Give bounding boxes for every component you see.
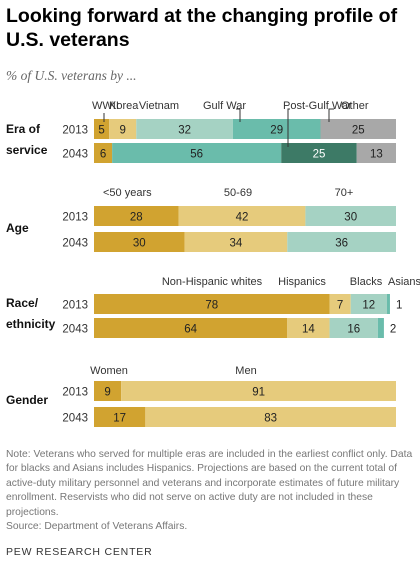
legend-label-50-years: <50 years	[103, 187, 152, 199]
group-label-era-of-service: service	[6, 143, 48, 157]
data-label-age-2043-50-years: 30	[133, 238, 146, 250]
data-label-era-of-service-2043-other: 13	[370, 149, 383, 161]
bar-race-ethnicity-2013-non-hispanic-whites	[94, 294, 330, 314]
note-text: Note: Veterans who served for multiple e…	[6, 449, 413, 518]
bar-age-2013-70	[305, 206, 396, 226]
bar-era-of-service-2043-wwii	[94, 143, 113, 163]
data-label-race-ethnicity-2013-blacks: 12	[362, 300, 375, 312]
leader-line	[328, 108, 334, 122]
bar-era-of-service-2013-vietnam	[136, 119, 233, 139]
data-label-race-ethnicity-2043-blacks: 16	[347, 324, 360, 336]
leader-line	[236, 108, 241, 122]
data-label-era-of-service-2043-post-gulf-war: 25	[313, 149, 326, 161]
footnote: Note: Veterans who served for multiple e…	[6, 448, 416, 534]
data-label-era-of-service-2013-vietnam: 32	[178, 125, 191, 137]
group-label-era-of-service: Era of	[6, 122, 41, 136]
bar-race-ethnicity-2013-blacks	[350, 294, 387, 314]
bar-age-2043-50-years	[94, 232, 185, 252]
data-label-age-2043-70: 36	[335, 238, 348, 250]
data-label-race-ethnicity-2043-non-hispanic-whites: 64	[184, 324, 197, 336]
legend-label-gulf-war: Gulf War	[203, 100, 246, 112]
legend-label-non-hispanic-whites: Non-Hispanic whites	[162, 276, 263, 288]
data-label-race-ethnicity-2013-asians: 1	[396, 300, 402, 312]
row-label-gender-2013: 2013	[62, 387, 88, 399]
data-label-race-ethnicity-2013-hispanics: 7	[337, 300, 343, 312]
data-label-age-2043-50-69: 34	[230, 238, 243, 250]
legend-label-hispanics: Hispanics	[278, 276, 326, 288]
data-label-era-of-service-2013-gulf-war: 29	[270, 125, 283, 137]
bar-era-of-service-2043-post-gulf-war	[281, 143, 357, 163]
legend-label-other: Other	[341, 100, 369, 112]
bar-race-ethnicity-2013-asians	[386, 294, 390, 314]
legend-label-post-gulf-war: Post-Gulf War	[283, 100, 352, 112]
data-label-era-of-service-2043-gulf-war: 56	[190, 149, 203, 161]
legend-label-vietnam: Vietnam	[139, 100, 179, 112]
bar-gender-2043-men	[145, 407, 396, 427]
bar-era-of-service-2013-korea	[109, 119, 137, 139]
bar-age-2013-50-years	[94, 206, 179, 226]
data-label-gender-2043-women: 17	[113, 413, 126, 425]
data-label-age-2013-70: 30	[344, 212, 357, 224]
row-label-race-ethnicity-2013: 2013	[62, 300, 88, 312]
row-label-era-of-service-2013: 2013	[62, 125, 88, 137]
data-label-age-2013-50-years: 28	[130, 212, 143, 224]
data-label-era-of-service-2013-other: 25	[352, 125, 365, 137]
source-text: Source: Department of Veterans Affairs.	[6, 521, 188, 533]
legend-label-korea: Korea	[109, 100, 139, 112]
bar-gender-2013-men	[121, 381, 397, 401]
group-label-race-ethnicity: Race/	[6, 296, 39, 310]
row-label-age-2043: 2043	[62, 238, 88, 250]
brand-logo-text: PEW RESEARCH CENTER	[6, 546, 153, 558]
chart-title: Looking forward at the changing profile …	[6, 5, 398, 51]
bar-race-ethnicity-2043-asians	[377, 318, 384, 338]
bar-era-of-service-2013-gulf-war	[232, 119, 321, 139]
data-label-race-ethnicity-2013-non-hispanic-whites: 78	[205, 300, 218, 312]
data-label-race-ethnicity-2043-asians: 2	[390, 324, 396, 336]
data-label-age-2013-50-69: 42	[236, 212, 249, 224]
bar-race-ethnicity-2043-non-hispanic-whites	[94, 318, 288, 338]
data-label-race-ethnicity-2043-hispanics: 14	[302, 324, 315, 336]
bar-age-2043-70	[287, 232, 396, 252]
legend-label-50-69: 50-69	[224, 187, 252, 199]
chart-subtitle: % of U.S. veterans by ...	[6, 68, 137, 83]
data-label-era-of-service-2043-wwii: 6	[100, 149, 106, 161]
data-label-gender-2013-men: 91	[252, 387, 265, 399]
legend-label-blacks: Blacks	[350, 276, 383, 288]
group-label-race-ethnicity: ethnicity	[6, 317, 56, 331]
bar-era-of-service-2013-other	[320, 119, 396, 139]
data-label-gender-2013-women: 9	[104, 387, 110, 399]
bar-race-ethnicity-2013-hispanics	[329, 294, 351, 314]
bar-gender-2043-women	[94, 407, 146, 427]
legend-label-asians: Asians	[388, 276, 420, 288]
bar-era-of-service-2013-wwii	[94, 119, 110, 139]
data-label-era-of-service-2013-wwii: 5	[98, 125, 104, 137]
bar-race-ethnicity-2043-hispanics	[287, 318, 330, 338]
bar-era-of-service-2043-other	[356, 143, 396, 163]
bar-age-2013-50-69	[178, 206, 306, 226]
data-label-era-of-service-2013-korea: 9	[119, 125, 125, 137]
bar-age-2043-50-69	[184, 232, 288, 252]
row-label-race-ethnicity-2043: 2043	[62, 324, 88, 336]
row-label-era-of-service-2043: 2043	[62, 149, 88, 161]
legend-label-70: 70+	[335, 187, 354, 199]
group-label-age: Age	[6, 221, 29, 235]
legend-label-wwii: WWII	[92, 100, 119, 112]
leader-line	[287, 108, 290, 147]
bar-race-ethnicity-2043-blacks	[329, 318, 378, 338]
legend-label-women: Women	[90, 365, 128, 377]
group-label-gender: Gender	[6, 393, 48, 407]
row-label-gender-2043: 2043	[62, 413, 88, 425]
bar-era-of-service-2043-gulf-war	[112, 143, 282, 163]
bar-gender-2013-women	[94, 381, 122, 401]
row-label-age-2013: 2013	[62, 212, 88, 224]
legend-label-men: Men	[235, 365, 256, 377]
data-label-gender-2043-men: 83	[264, 413, 277, 425]
